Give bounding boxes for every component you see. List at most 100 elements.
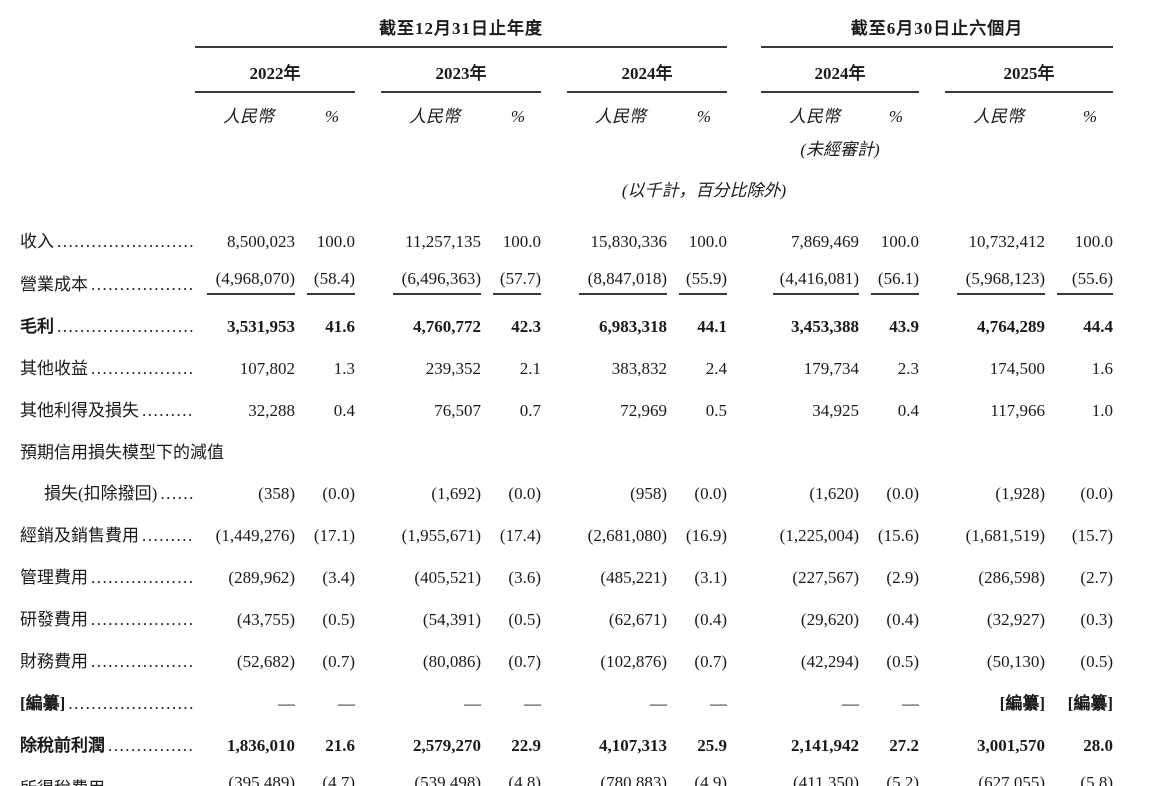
cell-value: (58.4): [295, 261, 355, 304]
cell-value: —: [710, 694, 727, 713]
column-gap: [727, 681, 761, 723]
period-group-annual-title: 截至12月31日止年度: [379, 19, 543, 38]
table-row: 收入 8,500,023 100.0 11,257,135 100.0 15,830,33…: [20, 219, 1113, 261]
column-gap: [727, 597, 761, 639]
cell-value: (55.6): [1045, 261, 1113, 304]
column-gap: [541, 304, 567, 346]
subcolumns-2024: 人民幣 %: [567, 92, 727, 129]
column-gap: [541, 765, 567, 786]
row-label: 收入: [20, 219, 195, 261]
cell-value: [編纂]: [999, 694, 1045, 713]
cell-value: (29,620): [800, 610, 859, 629]
cell-value: (1,449,276): [215, 526, 295, 545]
cell-value: (4,416,081): [761, 261, 859, 304]
column-gap: [541, 513, 567, 555]
header-spacer: [20, 92, 195, 129]
year-2023: 2023年: [381, 47, 541, 93]
cell-value: 3,531,953: [227, 317, 295, 336]
dot-leader: [88, 610, 195, 630]
cell-value: (0.5): [886, 652, 919, 671]
row-label: 研發費用: [20, 597, 195, 639]
header-gap: [727, 10, 761, 47]
cell-value: (15.7): [1071, 526, 1113, 545]
table-row: 其他收益 107,802 1.3 239,352 2.1 383,832 2.4 179,73…: [20, 346, 1113, 388]
table-row: 毛利 3,531,953 41.6 4,760,772 42.3 6,983,318 44.…: [20, 304, 1113, 346]
cell-value: (1,955,671): [401, 526, 481, 545]
cell-value: 100.0: [502, 232, 541, 251]
cell-value: (0.5): [322, 610, 355, 629]
row-label: 營業成本: [20, 261, 195, 304]
column-gap: [919, 430, 945, 513]
cell-value: (5.8): [1045, 765, 1113, 786]
table-row: 經銷及銷售費用 (1,449,276) (17.1) (1,955,671) (17.4…: [20, 513, 1113, 555]
table-row: 所得稅費用(395,489)(4.7) (539,498)(4.8) (780,88…: [20, 765, 1113, 786]
cell-value: —: [902, 694, 919, 713]
cell-value: (0.0): [694, 484, 727, 503]
row-label: 管理費用: [20, 555, 195, 597]
cell-value: 41.6: [325, 317, 355, 336]
row-label: 其他收益: [20, 346, 195, 388]
cell-value: (2.7): [1080, 568, 1113, 587]
header-gap: [541, 47, 567, 92]
cell-value: (15.6): [877, 526, 919, 545]
dot-leader: [105, 736, 195, 756]
cell-value: (0.5): [1080, 652, 1113, 671]
cell-value: [編纂]: [1067, 694, 1113, 713]
cell-value: (627,055): [945, 765, 1045, 786]
period-group-interim: 截至6月30日止六個月: [761, 10, 1113, 48]
dot-leader: [157, 484, 195, 504]
cell-value: 1.6: [1091, 359, 1113, 378]
cell-value: (0.4): [694, 610, 727, 629]
cell-value: (0.0): [886, 484, 919, 503]
column-gap: [727, 430, 761, 513]
cell-value: 8,500,023: [227, 232, 295, 251]
header-gap: [919, 47, 945, 92]
cell-value: 117,966: [990, 401, 1045, 420]
cell-value: 2.4: [705, 359, 727, 378]
cell-value: 34,925: [812, 401, 859, 420]
cell-value: 76,507: [434, 401, 481, 420]
column-gap: [355, 597, 381, 639]
column-gap: [355, 723, 381, 765]
header-spacer: [20, 160, 195, 219]
period-group-row: 截至12月31日止年度 截至6月30日止六個月: [20, 10, 1113, 48]
cell-value: (289,962): [228, 568, 295, 587]
cell-value: (1,928): [995, 484, 1045, 503]
currency-label: 人民幣: [409, 107, 460, 126]
cell-value: (3.6): [508, 568, 541, 587]
year-2024: 2024年: [567, 47, 727, 93]
column-gap: [541, 639, 567, 681]
currency-label: 人民幣: [973, 107, 1024, 126]
cell-value: —: [842, 694, 859, 713]
percent-label: %: [324, 107, 339, 126]
cell-value: (2,681,080): [587, 526, 667, 545]
cell-value: 11,257,135: [405, 232, 481, 251]
header-gap: [919, 129, 945, 160]
cell-value: 4,760,772: [413, 317, 481, 336]
cell-value: 107,802: [239, 359, 295, 378]
header-gap: [541, 92, 567, 129]
cell-value: (42,294): [800, 652, 859, 671]
column-gap: [919, 765, 945, 786]
cell-value: 239,352: [425, 359, 481, 378]
cell-value: 2.1: [519, 359, 541, 378]
cell-value: 100.0: [688, 232, 727, 251]
cell-value: (57.7): [481, 261, 541, 304]
row-label: 毛利: [20, 304, 195, 346]
cell-value: 383,832: [611, 359, 667, 378]
cell-value: (55.9): [667, 261, 727, 304]
cell-value: 15,830,336: [590, 232, 668, 251]
column-gap: [919, 681, 945, 723]
cell-value: (0.0): [508, 484, 541, 503]
column-gap: [919, 388, 945, 430]
column-gap: [919, 597, 945, 639]
dot-leader: [88, 568, 195, 588]
cell-value: 0.5: [705, 401, 727, 420]
cell-value: (2.9): [886, 568, 919, 587]
cell-value: (1,620): [809, 484, 859, 503]
cell-value: (32,927): [986, 610, 1045, 629]
column-gap: [727, 513, 761, 555]
dot-leader: [65, 694, 195, 714]
cell-value: (1,225,004): [779, 526, 859, 545]
